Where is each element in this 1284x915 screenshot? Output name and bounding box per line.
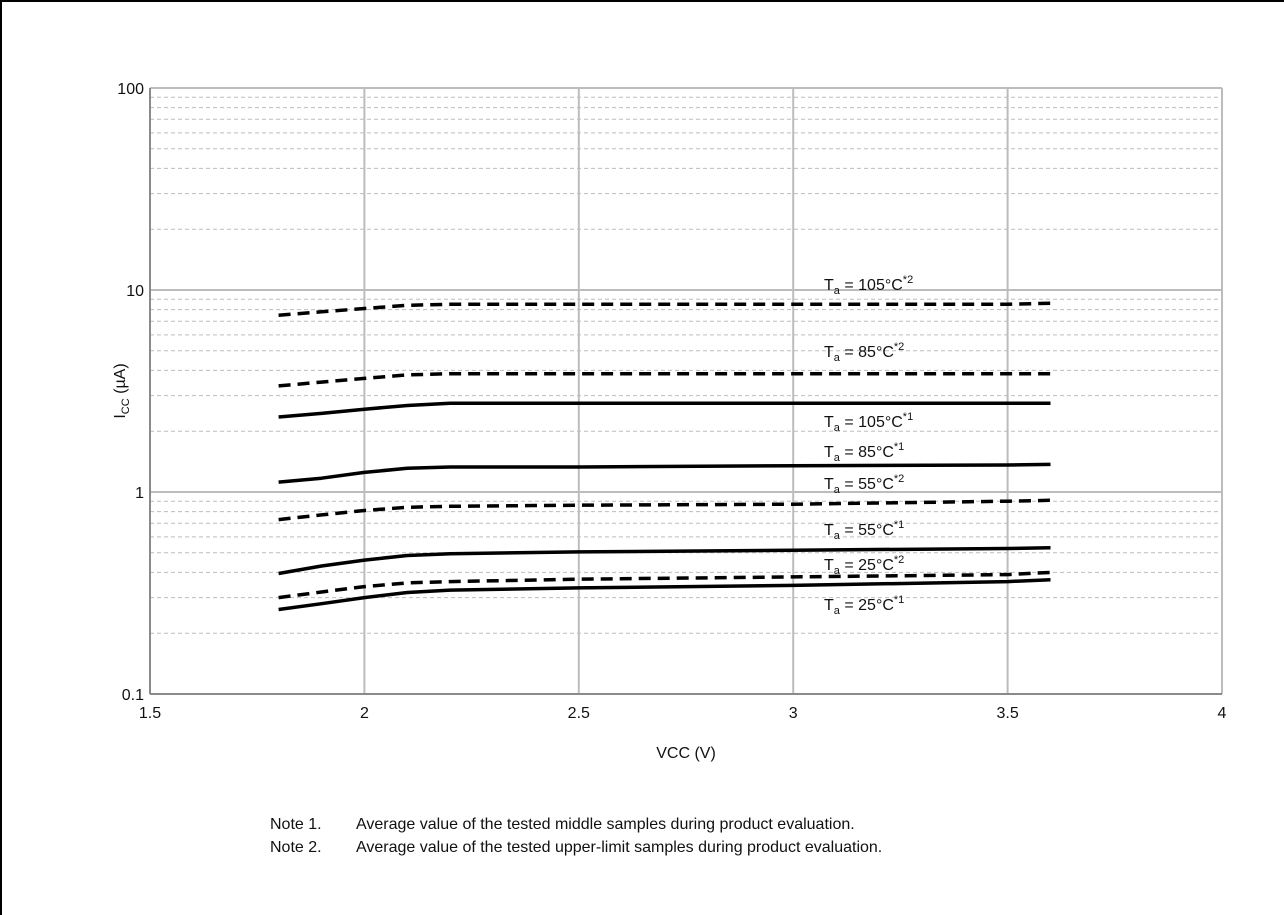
series-label-1: Ta = 85°C*2	[824, 341, 904, 364]
series-labels: Ta = 105°C*2 Ta = 85°C*2 Ta = 105°C*1 Ta = …	[824, 274, 913, 617]
series-label-5: Ta = 55°C*1	[824, 519, 904, 542]
series-label-7: Ta = 25°C*1	[824, 594, 904, 617]
y-tick-label: 0.1	[122, 687, 144, 704]
series-label-3: Ta = 85°C*1	[824, 441, 904, 464]
y-tick-label: 10	[126, 283, 144, 300]
x-axis-title: VCC (V)	[656, 745, 716, 762]
note-1-tag: Note 1.	[270, 816, 322, 833]
note-1-text: Average value of the tested middle sampl…	[356, 816, 855, 833]
note-1: Note 1. Average value of the tested middl…	[270, 813, 882, 836]
y-tick-label: 100	[117, 81, 144, 98]
x-tick-label: 2.5	[568, 705, 590, 722]
note-2-tag: Note 2.	[270, 839, 322, 856]
frame-left-border	[0, 0, 2, 915]
x-tick-label: 3	[789, 705, 798, 722]
series-line-6	[278, 570, 1051, 600]
icc-vs-vcc-chart: 1.5 2 2.5 3 3.5 4 0.1 1 10 100 VCC (V) ICC (µA) Ta …	[112, 81, 1227, 762]
series-label-2: Ta = 105°C*1	[824, 411, 913, 434]
footnotes: Note 1. Average value of the tested middl…	[270, 813, 882, 859]
series-line-1	[278, 371, 1051, 388]
grid	[149, 87, 1223, 695]
series-line-3	[278, 462, 1051, 484]
axes: 1.5 2 2.5 3 3.5 4 0.1 1 10 100 VCC (V) ICC (µA)	[112, 81, 1227, 762]
note-2-text: Average value of the tested upper-limit …	[356, 839, 883, 856]
frame-top-border	[0, 0, 1284, 2]
series-label-4: Ta = 55°C*2	[824, 473, 904, 496]
series-line-5	[278, 545, 1051, 576]
series-label-0: Ta = 105°C*2	[824, 274, 913, 297]
x-tick-label: 2	[360, 705, 369, 722]
x-tick-label: 4	[1218, 705, 1227, 722]
x-tick-label: 1.5	[139, 705, 161, 722]
series-line-7	[278, 577, 1051, 612]
series-label-6: Ta = 25°C*2	[824, 554, 904, 577]
series-line-2	[278, 401, 1051, 419]
series-line-4	[278, 498, 1051, 522]
series-lines	[278, 301, 1051, 612]
y-tick-label: 1	[135, 485, 144, 502]
note-2: Note 2. Average value of the tested upper…	[270, 836, 882, 859]
y-axis-title: ICC (µA)	[112, 363, 132, 418]
series-line-0	[278, 301, 1051, 317]
x-tick-label: 3.5	[996, 705, 1018, 722]
